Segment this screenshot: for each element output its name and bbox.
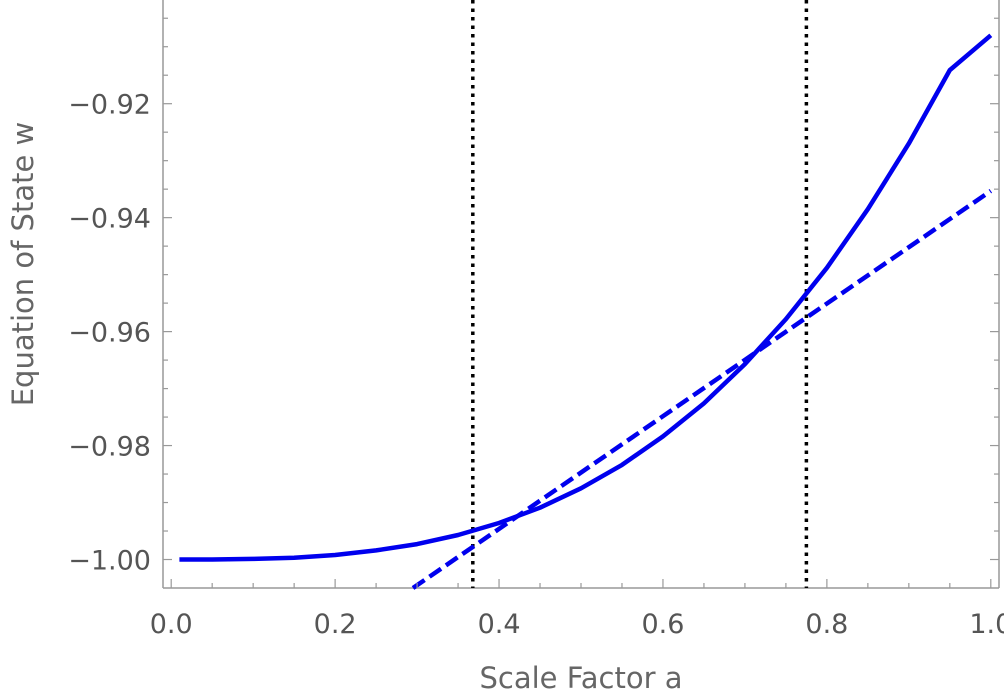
y-axis-label: Equation of State w xyxy=(6,122,40,407)
plot-frame xyxy=(162,0,1000,589)
y-tick-label: −1.00 xyxy=(68,546,151,577)
x-axis-ticks: 0.0 0.2 0.4 0.6 0.8 1.0 xyxy=(150,579,1004,640)
x-axis-label: Scale Factor a xyxy=(480,661,683,695)
x-tick-label: 0.2 xyxy=(314,609,357,640)
reference-lines xyxy=(471,0,809,588)
solid-series-line xyxy=(179,33,993,562)
series-layer xyxy=(179,33,993,590)
x-tick-label: 0.8 xyxy=(805,609,848,640)
x-tick-label: 0.6 xyxy=(641,609,684,640)
y-tick-label: −0.92 xyxy=(68,90,151,121)
y-tick-label: −0.94 xyxy=(68,204,151,235)
y-tick-label: −0.98 xyxy=(68,432,151,463)
dashed-series-line xyxy=(411,189,993,590)
x-tick-label: 1.0 xyxy=(969,609,1004,640)
x-tick-label: 0.0 xyxy=(150,609,193,640)
y-axis-ticks: −1.00 −0.98 −0.96 −0.94 −0.92 xyxy=(68,17,999,577)
y-tick-label: −0.96 xyxy=(68,318,151,349)
x-tick-label: 0.4 xyxy=(478,609,521,640)
